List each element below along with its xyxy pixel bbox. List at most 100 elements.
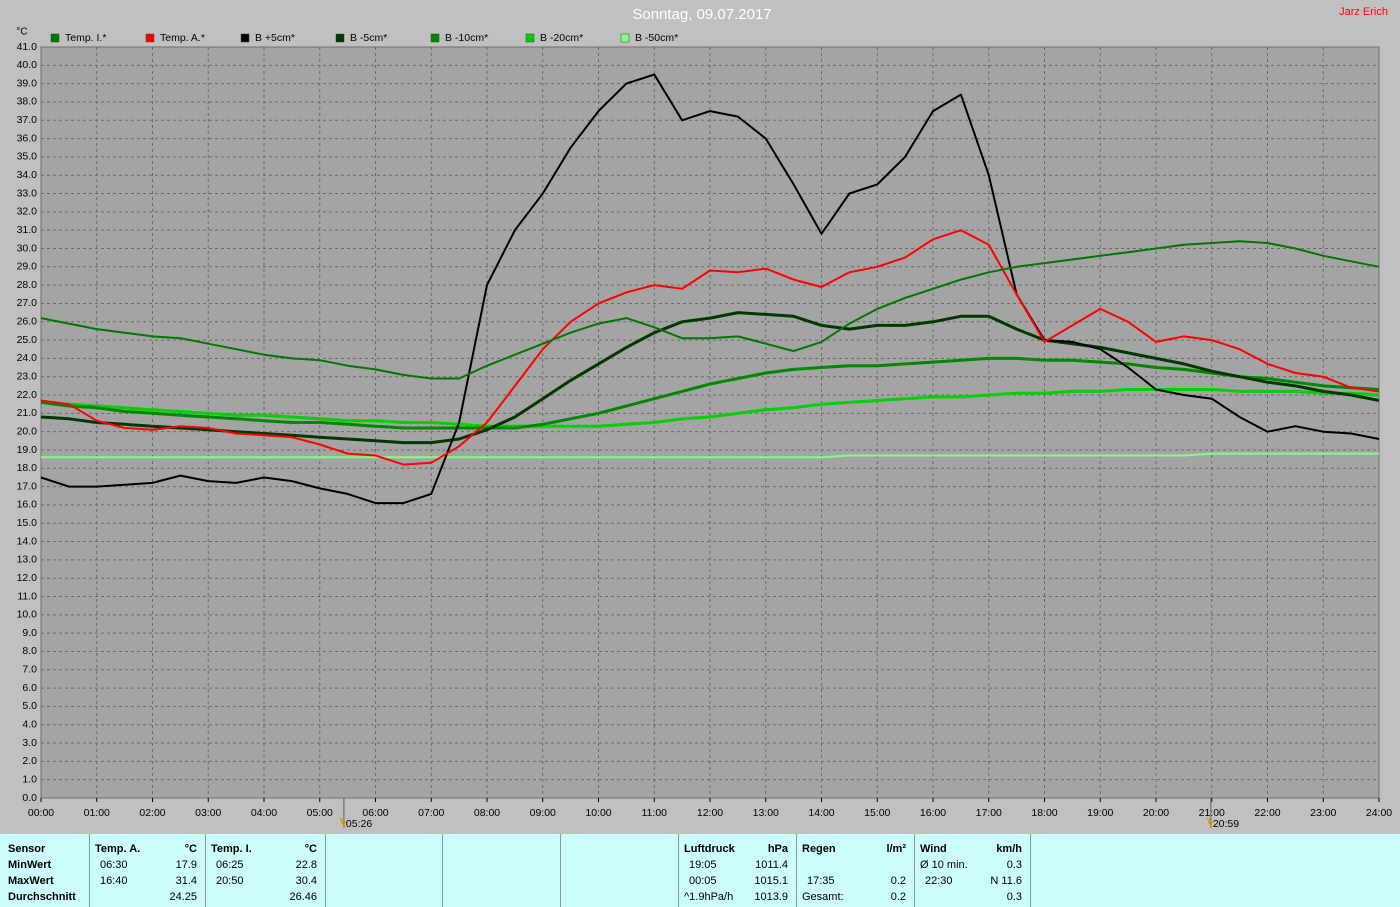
- x-tick-label: 13:00: [753, 807, 779, 819]
- x-tick-label: 00:00: [28, 807, 54, 819]
- y-tick-label: 25.0: [17, 334, 38, 346]
- value-cell: 22.8: [295, 859, 317, 871]
- value-cell: 0.2: [890, 891, 906, 903]
- column-unit: km/h: [996, 843, 1022, 855]
- y-axis-label: °C: [16, 27, 27, 38]
- time-cell: 06:25: [216, 859, 244, 871]
- value-cell: 1015.1: [754, 875, 788, 887]
- x-tick-label: 10:00: [585, 807, 611, 819]
- sun-icon: [1206, 817, 1214, 828]
- y-tick-label: 30.0: [17, 242, 38, 254]
- y-tick-label: 22.0: [17, 389, 38, 401]
- x-tick-label: 24:00: [1366, 807, 1392, 819]
- sun-time: 05:26: [346, 818, 372, 830]
- row-label: MinWert: [8, 859, 52, 871]
- time-cell: 22:30: [925, 875, 953, 887]
- value-cell: 24.25: [169, 891, 197, 903]
- y-tick-label: 27.0: [17, 297, 38, 309]
- time-cell: Ø 10 min.: [920, 859, 968, 871]
- sun-time: 20:59: [1213, 818, 1239, 830]
- x-tick-label: 11:00: [642, 807, 668, 819]
- y-tick-label: 10.0: [17, 609, 38, 621]
- y-tick-label: 38.0: [17, 96, 38, 108]
- column-header: Temp. I.: [211, 843, 252, 855]
- y-tick-label: 7.0: [22, 664, 37, 676]
- time-cell: 19:05: [689, 859, 717, 871]
- legend-label: B -5cm*: [350, 32, 387, 44]
- row-label: MaxWert: [8, 875, 54, 887]
- column-header: Regen: [802, 843, 836, 855]
- value-cell: N 11.6: [990, 875, 1022, 887]
- value-cell: 26.46: [289, 891, 317, 903]
- legend-swatch: [430, 33, 440, 43]
- x-tick-label: 12:00: [697, 807, 723, 819]
- time-cell: 00:05: [689, 875, 717, 887]
- x-tick-label: 09:00: [530, 807, 556, 819]
- x-tick-label: 06:00: [362, 807, 388, 819]
- legend-swatch: [145, 33, 155, 43]
- lines: [40, 73, 1380, 505]
- y-tick-label: 16.0: [17, 499, 38, 511]
- column-header: Wind: [920, 843, 947, 855]
- y-tick-label: 24.0: [17, 352, 38, 364]
- column-unit: °C: [304, 843, 317, 855]
- legend-label: B -20cm*: [540, 32, 583, 44]
- legend-swatch: [620, 33, 630, 43]
- x-tick-label: 22:00: [1254, 807, 1280, 819]
- series-line: [40, 356, 1380, 430]
- y-tick-label: 2.0: [22, 755, 37, 767]
- column-unit: °C: [184, 843, 197, 855]
- y-tick-label: 1.0: [22, 773, 37, 785]
- x-tick-label: 18:00: [1031, 807, 1057, 819]
- separator: [89, 834, 90, 907]
- separator: [325, 834, 326, 907]
- column-header: Luftdruck: [684, 843, 735, 855]
- x-tick-label: 02:00: [139, 807, 165, 819]
- value-cell: 0.2: [890, 875, 906, 887]
- y-tick-label: 19.0: [17, 444, 38, 456]
- x-tick-label: 16:00: [920, 807, 946, 819]
- y-tick-label: 32.0: [17, 206, 38, 218]
- x-tick-label: 15:00: [864, 807, 890, 819]
- separator: [678, 834, 679, 907]
- separator: [914, 834, 915, 907]
- y-tick-label: 29.0: [17, 261, 38, 273]
- value-cell: 1013.9: [754, 891, 788, 903]
- row-header: Sensor: [8, 843, 46, 855]
- y-tick-label: 33.0: [17, 187, 38, 199]
- x-tick-label: 05:00: [307, 807, 333, 819]
- chart: Sonntag, 09.07.2017 Jarz Erich °C 0.0 1.0…: [16, 5, 1393, 830]
- value-cell: 17.9: [175, 859, 197, 871]
- legend-label: Temp. A.*: [160, 32, 205, 44]
- y-tick-label: 41.0: [17, 41, 38, 53]
- y-tick-label: 39.0: [17, 77, 38, 89]
- x-tick-label: 17:00: [976, 807, 1002, 819]
- y-tick-label: 11.0: [17, 590, 37, 602]
- separator: [796, 834, 797, 907]
- y-tick-label: 21.0: [17, 407, 38, 419]
- y-tick-label: 14.0: [17, 535, 38, 547]
- x-tick-label: 23:00: [1310, 807, 1336, 819]
- row-label: Durchschnitt: [8, 891, 76, 903]
- column-unit: hPa: [767, 843, 788, 855]
- series-line: [41, 452, 1379, 459]
- x-tick-label: 01:00: [84, 807, 110, 819]
- legend-label: B -10cm*: [445, 32, 488, 44]
- y-tick-label: 34.0: [17, 169, 38, 181]
- x-tick-label: 21:00: [1199, 807, 1225, 819]
- legend-label: B +5cm*: [255, 32, 295, 44]
- y-tick-label: 8.0: [22, 645, 37, 657]
- separator: [1030, 834, 1031, 907]
- x-tick-label: 08:00: [474, 807, 500, 819]
- y-tick-label: 5.0: [22, 700, 37, 712]
- series-line: [40, 311, 1380, 445]
- y-tick-label: 36.0: [17, 132, 38, 144]
- time-cell: 16:40: [100, 875, 128, 887]
- y-tick-label: 17.0: [17, 480, 38, 492]
- stats-table: Sensor MinWert MaxWert Durchschnitt Temp. A.…: [0, 834, 1400, 907]
- legend-swatch: [335, 33, 345, 43]
- sun-icon: [339, 817, 348, 828]
- y-tick-label: 35.0: [17, 151, 38, 163]
- y-tick-label: 40.0: [17, 59, 38, 71]
